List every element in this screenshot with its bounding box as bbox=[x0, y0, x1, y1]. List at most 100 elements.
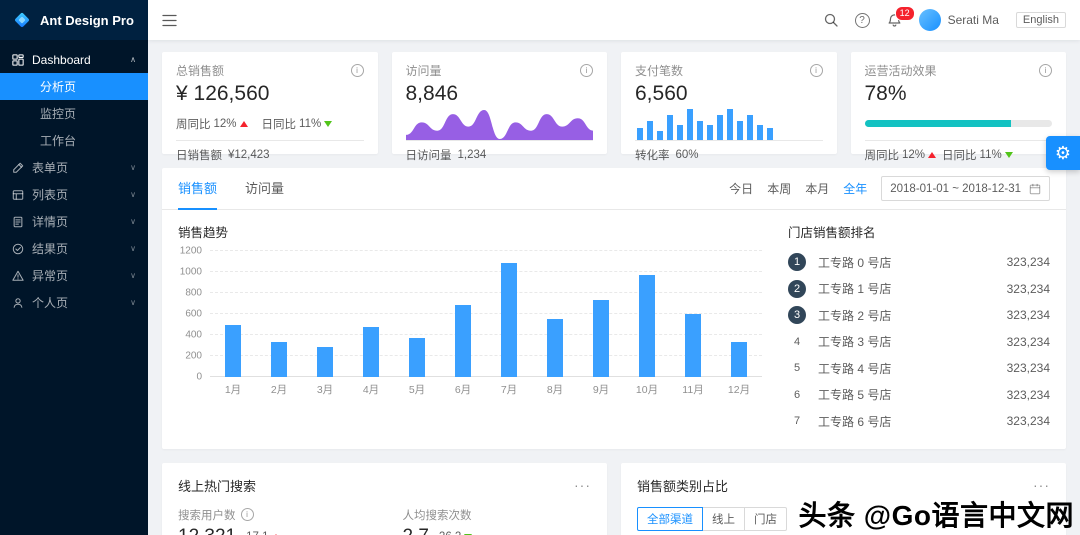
theme-settings-button[interactable]: ⚙ bbox=[1046, 136, 1080, 170]
rank-badge: 5 bbox=[793, 362, 801, 375]
range-month[interactable]: 本月 bbox=[805, 182, 830, 196]
channel-segmented-control: 全部渠道 线上 门店 bbox=[637, 506, 787, 531]
sidebar-item-label: 结果页 bbox=[32, 242, 69, 256]
more-icon[interactable]: ··· bbox=[1033, 477, 1050, 493]
caret-up-icon bbox=[271, 533, 280, 535]
mini-bar bbox=[637, 127, 643, 140]
rank-badge: 3 bbox=[788, 306, 806, 325]
sidebar-item-result[interactable]: 结果页 ∨ bbox=[0, 235, 148, 262]
x-axis-label: 1月 bbox=[224, 384, 242, 396]
page-content: 总销售额 i ¥ 126,560 周同比 12% 日同比 11% bbox=[148, 40, 1080, 535]
store-value: 323,234 bbox=[1006, 361, 1050, 376]
sidebar-item-detail[interactable]: 详情页 ∨ bbox=[0, 208, 148, 235]
caret-down-icon bbox=[1004, 152, 1013, 158]
store-value: 323,234 bbox=[1006, 387, 1050, 402]
info-icon[interactable]: i bbox=[1039, 64, 1052, 77]
mini-bar bbox=[717, 115, 723, 140]
sidebar-item-label: 详情页 bbox=[32, 215, 69, 229]
bar bbox=[685, 314, 701, 377]
range-today[interactable]: 今日 bbox=[729, 182, 754, 196]
notification-bell-icon[interactable]: 12 bbox=[887, 5, 915, 28]
logo-icon bbox=[15, 13, 29, 27]
info-icon[interactable]: i bbox=[240, 508, 254, 521]
help-icon[interactable]: ? bbox=[854, 12, 870, 28]
sales-bar-chart: 销售趋势 0 200 400 600 800 1000 1200 1月 2月 3月 4月 5月 6月 7… bbox=[178, 222, 762, 435]
rank-badge: 6 bbox=[793, 388, 801, 401]
gridline bbox=[210, 292, 762, 293]
mini-bar bbox=[767, 127, 773, 140]
mini-bar bbox=[737, 121, 743, 140]
user-menu[interactable]: Serati Ma bbox=[918, 9, 999, 31]
chevron-down-icon: ∨ bbox=[130, 217, 136, 226]
topbar: ? 12 Serati Ma English bbox=[148, 0, 1080, 40]
bar bbox=[225, 324, 241, 377]
exception-icon bbox=[12, 270, 32, 282]
search-icon[interactable] bbox=[824, 13, 838, 27]
chevron-down-icon: ∨ bbox=[130, 163, 136, 172]
tab-visits[interactable]: 访问量 bbox=[245, 180, 285, 196]
ranking-row: 6 工专路 5 号店 323,234 bbox=[788, 382, 1050, 409]
list-icon bbox=[12, 189, 32, 201]
sales-body: 销售趋势 0 200 400 600 800 1000 1200 1月 2月 3月 4月 5月 6月 7… bbox=[162, 210, 1066, 449]
sidebar-item-account[interactable]: 个人页 ∨ bbox=[0, 289, 148, 316]
bar-series bbox=[210, 251, 762, 377]
menu-fold-icon[interactable] bbox=[162, 14, 177, 27]
sidebar-subitem-analysis[interactable]: 分析页 bbox=[0, 73, 148, 100]
x-axis-label: 7月 bbox=[500, 384, 518, 396]
sidebar-item-exception[interactable]: 异常页 ∨ bbox=[0, 262, 148, 289]
info-icon[interactable]: i bbox=[350, 64, 364, 77]
x-axis-label: 2月 bbox=[270, 384, 288, 396]
chevron-down-icon: ∨ bbox=[130, 244, 136, 253]
stat-title: 运营活动效果 bbox=[864, 64, 937, 78]
store-name: 工专路 4 号店 bbox=[818, 361, 892, 376]
info-icon[interactable]: i bbox=[580, 64, 593, 77]
store-name: 工专路 6 号店 bbox=[818, 414, 892, 429]
sidebar-subitem-workplace[interactable]: 工作台 bbox=[40, 134, 77, 148]
range-year[interactable]: 全年 bbox=[843, 182, 868, 196]
stat-card-activity-effect: 运营活动效果 i 78% 周同比 12% bbox=[850, 52, 1066, 162]
segment-stores[interactable]: 门店 bbox=[744, 506, 787, 531]
x-axis-label: 4月 bbox=[362, 384, 380, 396]
sales-proportion-card: 销售额类别占比 ··· 全部渠道 线上 门店 销售额 家用电器 28.7% bbox=[621, 462, 1066, 535]
segment-online[interactable]: 线上 bbox=[702, 506, 745, 531]
mini-bar bbox=[727, 109, 733, 140]
tab-sales[interactable]: 销售额 bbox=[178, 168, 218, 210]
more-icon[interactable]: ··· bbox=[574, 477, 591, 493]
store-value: 323,234 bbox=[1006, 334, 1050, 349]
stat-value: 8,846 bbox=[405, 82, 459, 105]
x-axis-label: 5月 bbox=[408, 384, 426, 396]
trend-week: 周同比 12% bbox=[176, 116, 248, 132]
sidebar-item-form[interactable]: 表单页 ∨ bbox=[0, 154, 148, 181]
sidebar-item-label: 个人页 bbox=[32, 296, 69, 310]
caret-down-icon bbox=[324, 120, 333, 127]
ranking-title: 门店销售额排名 bbox=[788, 226, 876, 240]
date-range-picker[interactable]: 2018-01-01 ~ 2018-12-31 bbox=[881, 176, 1050, 201]
y-axis-tick: 1200 bbox=[179, 245, 202, 257]
sidebar-item-label: 表单页 bbox=[32, 161, 69, 175]
store-name: 工专路 2 号店 bbox=[818, 308, 892, 323]
segment-all-channels[interactable]: 全部渠道 bbox=[637, 506, 703, 531]
sidebar-item-dashboard[interactable]: Dashboard ∧ bbox=[0, 46, 148, 73]
sidebar-item-list[interactable]: 列表页 ∨ bbox=[0, 181, 148, 208]
ranking-row: 3 工专路 2 号店 323,234 bbox=[788, 302, 1050, 329]
y-axis-tick: 400 bbox=[185, 329, 202, 341]
range-week[interactable]: 本周 bbox=[767, 182, 792, 196]
logo[interactable]: Ant Design Pro bbox=[0, 0, 148, 40]
store-value: 323,234 bbox=[1006, 308, 1050, 323]
progress-bar bbox=[864, 120, 1052, 127]
sales-tabs-bar: 销售额 访问量 今日 本周 本月 全年 2018-01-01 ~ 2018-12… bbox=[162, 168, 1066, 210]
stat-card-visits: 访问量 i 8,846 日访问量 1,234 bbox=[391, 52, 607, 162]
language-selector[interactable]: English bbox=[1015, 12, 1066, 28]
bottom-row: 线上热门搜索 ··· 搜索用户数 i 12,321 17.1 bbox=[162, 462, 1066, 535]
y-axis-tick: 200 bbox=[185, 350, 202, 362]
hot-search-card: 线上热门搜索 ··· 搜索用户数 i 12,321 17.1 bbox=[162, 462, 607, 535]
bar bbox=[639, 275, 655, 377]
ranking-row: 4 工专路 3 号店 323,234 bbox=[788, 329, 1050, 356]
stat-footer: 转化率 60% bbox=[635, 140, 823, 163]
store-value: 323,234 bbox=[1006, 255, 1050, 270]
stat-footer: 日销售额 ¥12,423 bbox=[176, 140, 364, 163]
info-icon[interactable]: i bbox=[809, 64, 823, 77]
stat-card-total-sales: 总销售额 i ¥ 126,560 周同比 12% 日同比 11% bbox=[162, 52, 378, 162]
sidebar-subitem-monitor[interactable]: 监控页 bbox=[40, 107, 77, 121]
bar bbox=[317, 346, 333, 377]
